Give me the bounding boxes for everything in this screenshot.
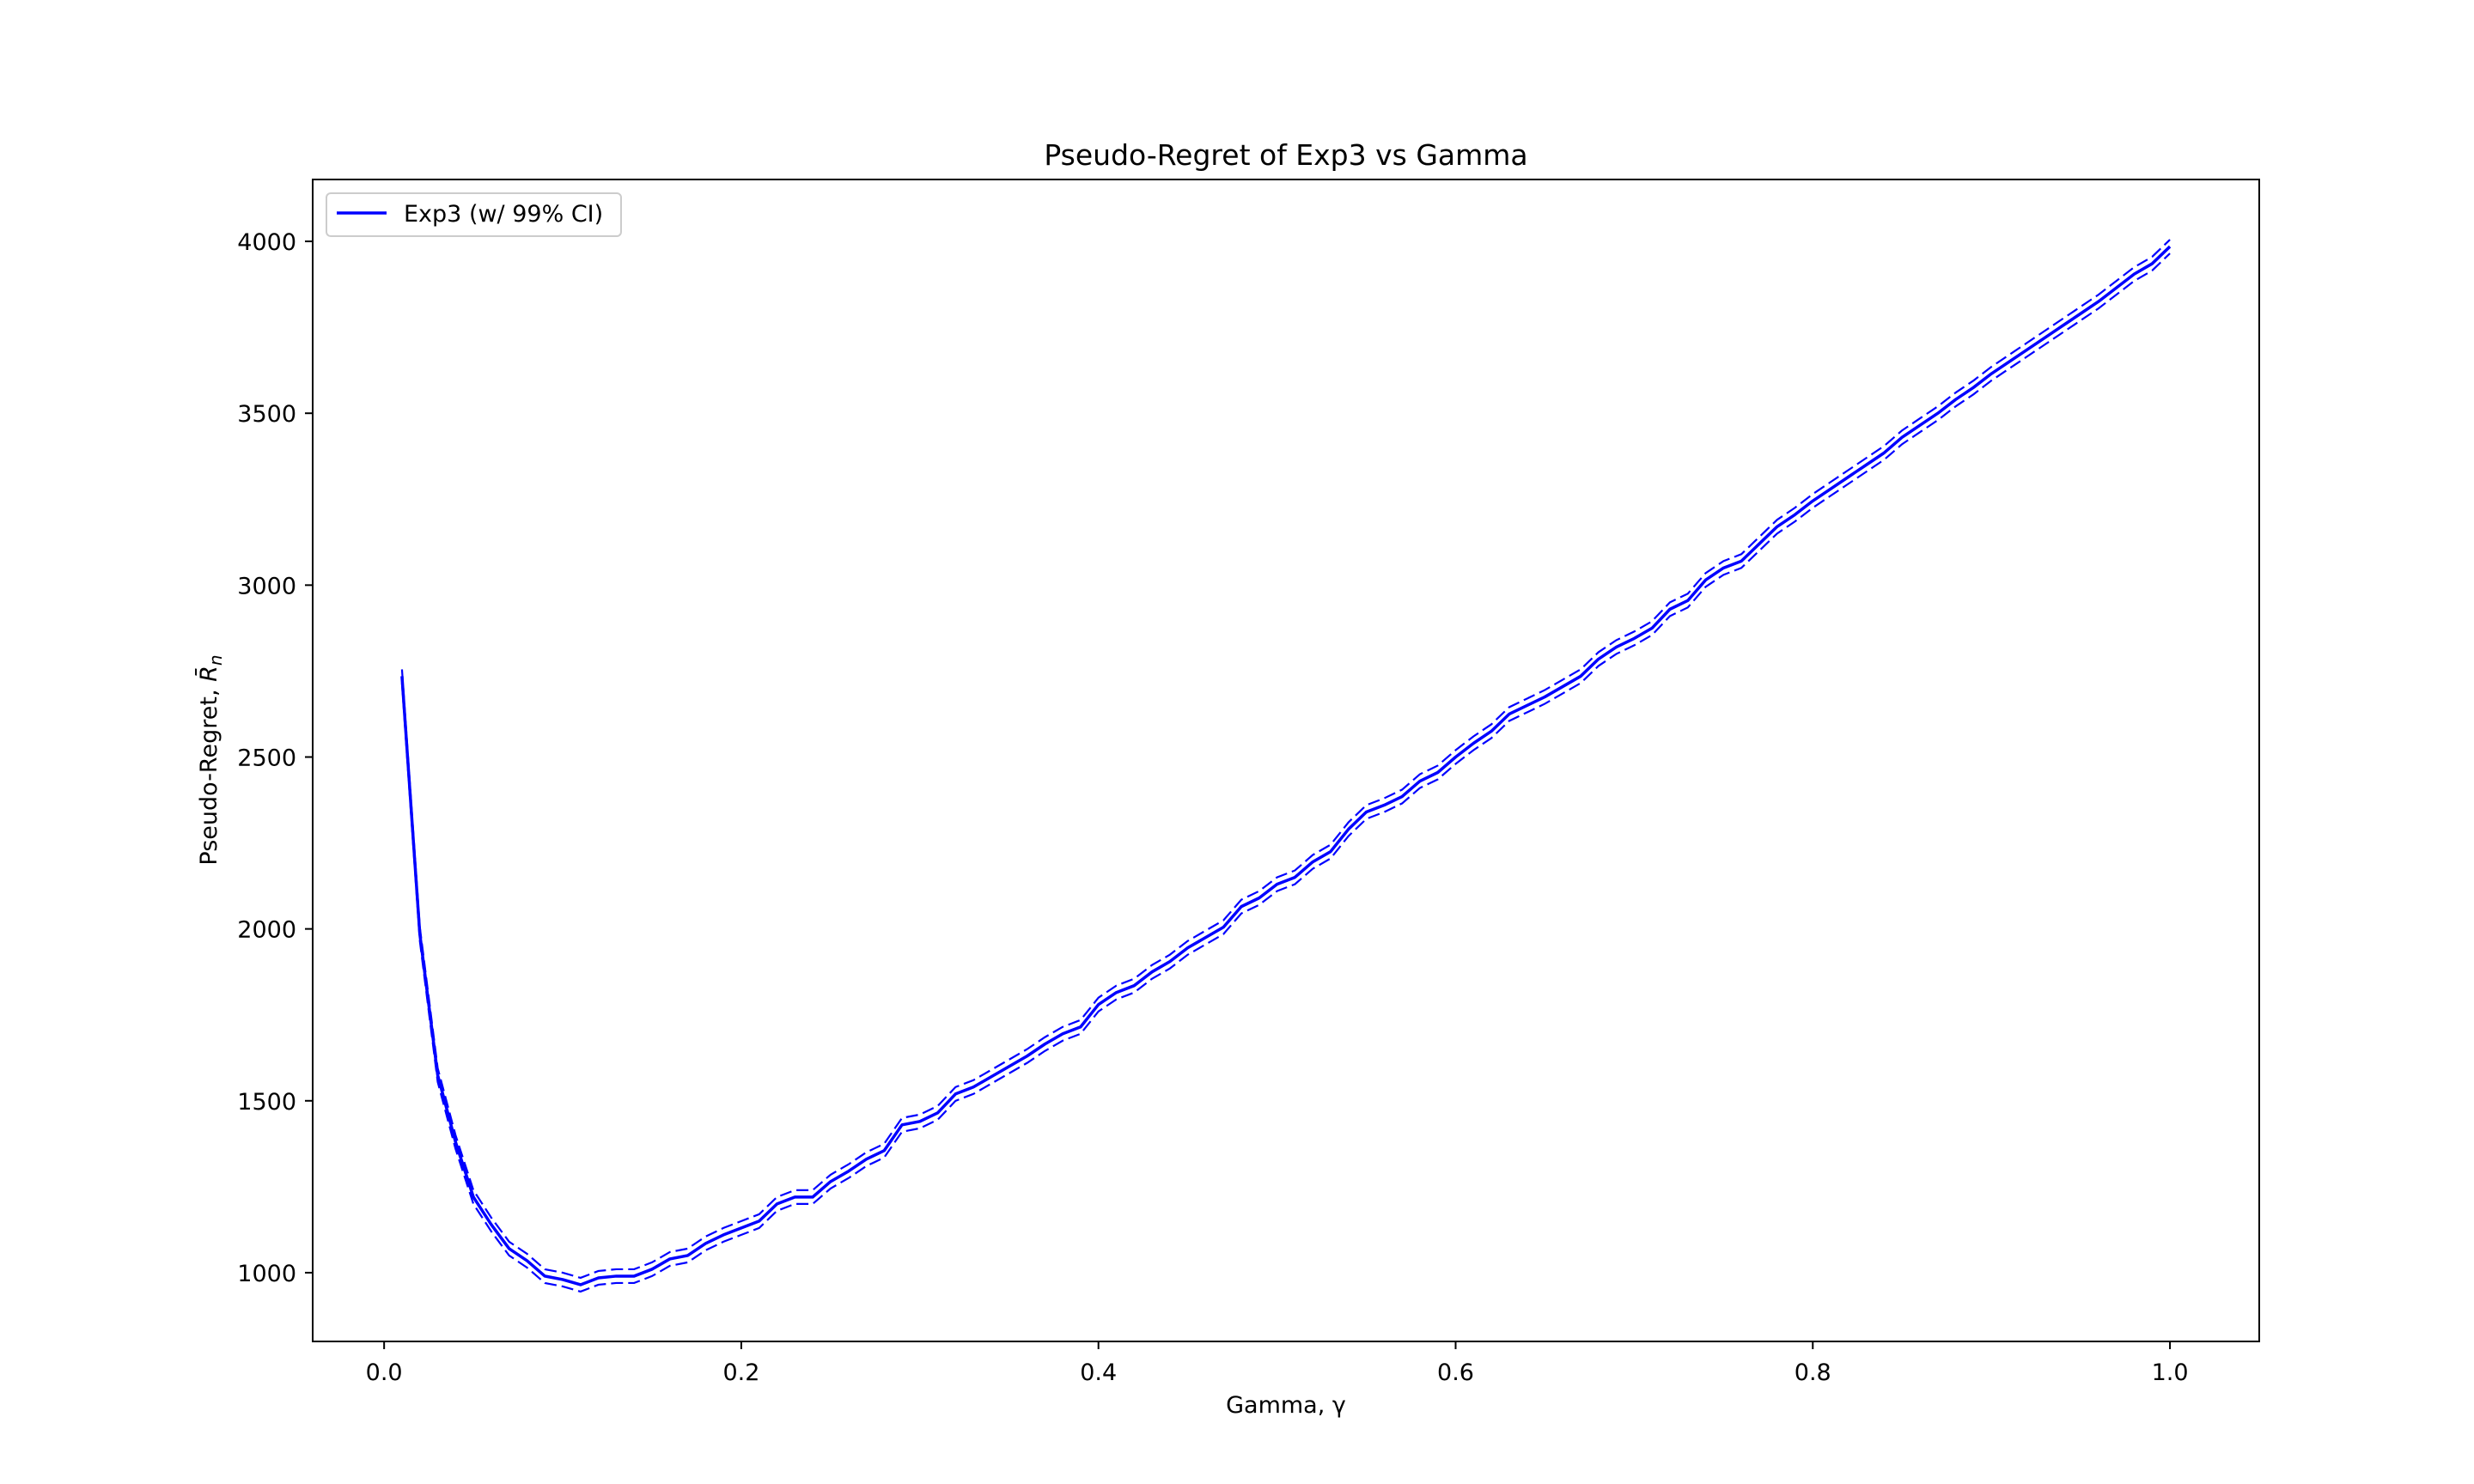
legend-box (326, 192, 622, 237)
series-line-exp3 (400, 245, 2172, 1286)
x-axis-label: Gamma, γ (1226, 1392, 1346, 1419)
y-tick-label: 1000 (237, 1261, 296, 1287)
x-tick-label: 0.8 (1795, 1359, 1831, 1386)
x-tick-label: 0.6 (1437, 1359, 1474, 1386)
y-axis-label: Pseudo-Regret, R̄n (195, 654, 226, 865)
y-tick-label: 2000 (237, 917, 296, 944)
y-tick-label: 3500 (237, 401, 296, 428)
x-tick-label: 0.2 (722, 1359, 759, 1386)
legend: Exp3 (w/ 99% CI) (326, 192, 622, 237)
ci-lower-line (400, 252, 2171, 1293)
x-tick-label: 0.0 (366, 1359, 403, 1386)
x-axis: 0.0 0.2 0.4 0.6 0.8 1.0 (366, 1341, 2189, 1386)
y-tick-label: 3000 (237, 573, 296, 599)
y-axis: 1000 1500 2000 2500 3000 3500 4000 (237, 229, 313, 1287)
chart-title: Pseudo-Regret of Exp3 vs Gamma (1044, 138, 1527, 172)
y-axis-label-subscript: n (205, 654, 226, 666)
legend-label: Exp3 (w/ 99% CI) (404, 201, 603, 228)
x-tick-label: 0.4 (1080, 1359, 1117, 1386)
y-axis-label-symbol: R̄ (195, 666, 222, 682)
ci-upper-line (400, 239, 2171, 1280)
y-tick-label: 4000 (237, 229, 296, 256)
x-tick-label: 1.0 (2152, 1359, 2189, 1386)
series-layer (400, 239, 2172, 1293)
y-tick-label: 2500 (237, 745, 296, 771)
axes-frame (312, 179, 2260, 1342)
y-axis-label-text: Pseudo-Regret, (196, 682, 222, 866)
y-tick-label: 1500 (237, 1089, 296, 1116)
